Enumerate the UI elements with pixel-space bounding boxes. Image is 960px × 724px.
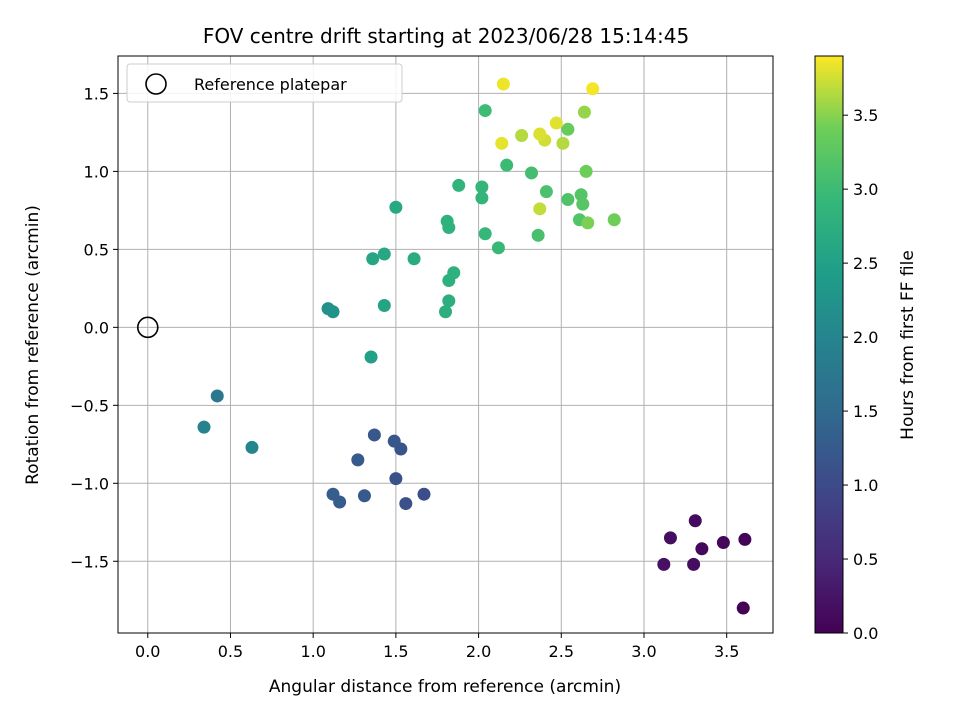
y-tick-label-4: 0.5 [84, 240, 109, 259]
colorbar-tick-label-2: 1.0 [853, 476, 878, 495]
x-axis-ticks: 0.0 0.5 1.0 1.5 2.0 2.5 3.0 3.5 [135, 633, 739, 661]
colorbar-tick-label-7: 3.5 [853, 106, 878, 125]
data-point-25 [366, 252, 380, 266]
data-point-62 [586, 82, 600, 96]
data-point-28 [407, 252, 421, 266]
data-point-14 [357, 489, 371, 503]
data-point-34 [442, 221, 456, 235]
colorbar: 0.0 0.5 1.0 1.5 2.0 2.5 3.0 3.5 Hours from firs… [814, 55, 918, 643]
data-point-53 [577, 105, 591, 119]
x-tick-label-5: 2.5 [549, 642, 574, 661]
data-point-6 [663, 531, 677, 545]
x-tick-label-7: 3.5 [714, 642, 739, 661]
x-tick-label-1: 0.5 [218, 642, 243, 661]
data-point-4 [688, 514, 702, 528]
data-point-45 [561, 192, 575, 206]
data-point-32 [447, 266, 461, 280]
data-point-41 [478, 104, 492, 118]
colorbar-tick-label-1: 0.5 [853, 550, 878, 569]
data-point-49 [561, 122, 575, 136]
data-point-18 [210, 389, 224, 403]
y-axis-ticks: −1.5 −1.0 −0.5 0.0 0.5 1.0 1.5 [70, 84, 118, 571]
y-tick-label-0: −1.5 [70, 552, 109, 571]
data-point-36 [475, 191, 489, 205]
data-points [197, 77, 752, 615]
legend-label: Reference platepar [194, 75, 347, 94]
x-tick-label-4: 2.0 [466, 642, 491, 661]
data-point-55 [515, 129, 529, 143]
data-point-52 [581, 216, 595, 230]
data-point-48 [576, 197, 590, 211]
legend-marker-icon [145, 73, 167, 95]
colorbar-tick-label-6: 3.0 [853, 180, 878, 199]
data-point-22 [326, 305, 340, 319]
x-tick-label-0: 0.0 [135, 642, 160, 661]
legend-box [126, 63, 403, 103]
data-point-15 [351, 453, 365, 467]
y-tick-label-3: 0.0 [84, 318, 109, 337]
data-point-20 [245, 440, 259, 454]
data-point-19 [197, 420, 211, 434]
data-point-0 [736, 601, 750, 615]
data-point-10 [389, 472, 403, 486]
data-point-42 [525, 166, 539, 180]
data-point-13 [367, 428, 381, 442]
y-tick-label-2: −0.5 [70, 396, 109, 415]
colorbar-tick-label-3: 1.5 [853, 402, 878, 421]
data-point-23 [364, 350, 378, 364]
colorbar-ticks: 0.0 0.5 1.0 1.5 2.0 2.5 3.0 3.5 [843, 106, 878, 643]
data-point-7 [657, 557, 671, 571]
data-point-44 [539, 185, 553, 199]
data-point-60 [495, 136, 509, 150]
data-point-5 [687, 557, 701, 571]
data-point-12 [387, 434, 401, 448]
data-point-56 [533, 202, 547, 216]
data-point-61 [496, 77, 510, 91]
data-point-38 [478, 227, 492, 241]
data-point-9 [399, 497, 413, 511]
colorbar-tick-label-4: 2.0 [853, 328, 878, 347]
data-point-50 [579, 164, 593, 178]
data-point-8 [417, 487, 431, 501]
data-point-24 [377, 299, 391, 313]
x-tick-label-3: 1.5 [383, 642, 408, 661]
colorbar-label: Hours from first FF file [898, 250, 918, 440]
data-point-37 [475, 180, 489, 194]
data-point-59 [549, 116, 563, 130]
legend: Reference platepar [126, 63, 403, 103]
reference-point [136, 316, 159, 339]
data-point-29 [439, 305, 452, 319]
data-point-1 [738, 532, 752, 546]
x-tick-label-2: 1.0 [300, 642, 325, 661]
plot-frame [117, 55, 774, 634]
data-point-54 [556, 136, 570, 150]
y-tick-label-5: 1.0 [84, 162, 109, 181]
data-point-2 [716, 536, 730, 550]
colorbar-gradient [814, 55, 844, 634]
x-tick-label-6: 3.0 [631, 642, 656, 661]
chart-title: FOV centre drift starting at 2023/06/28 … [203, 24, 689, 48]
data-point-40 [500, 158, 514, 172]
data-point-3 [695, 542, 709, 556]
colorbar-tick-label-5: 2.5 [853, 254, 878, 273]
y-axis-label: Rotation from reference (arcmin) [23, 205, 43, 485]
x-axis-label: Angular distance from reference (arcmin) [269, 677, 621, 697]
data-point-43 [531, 228, 545, 242]
data-point-51 [607, 213, 621, 227]
colorbar-tick-label-0: 0.0 [853, 624, 878, 643]
data-point-17 [326, 487, 340, 501]
grid [118, 56, 773, 633]
y-tick-label-6: 1.5 [84, 84, 109, 103]
data-point-35 [452, 178, 466, 192]
y-tick-label-1: −1.0 [70, 474, 109, 493]
data-point-58 [533, 127, 547, 141]
data-point-39 [491, 241, 505, 255]
data-point-27 [389, 200, 403, 214]
data-point-30 [442, 294, 456, 308]
data-point-26 [377, 247, 391, 261]
